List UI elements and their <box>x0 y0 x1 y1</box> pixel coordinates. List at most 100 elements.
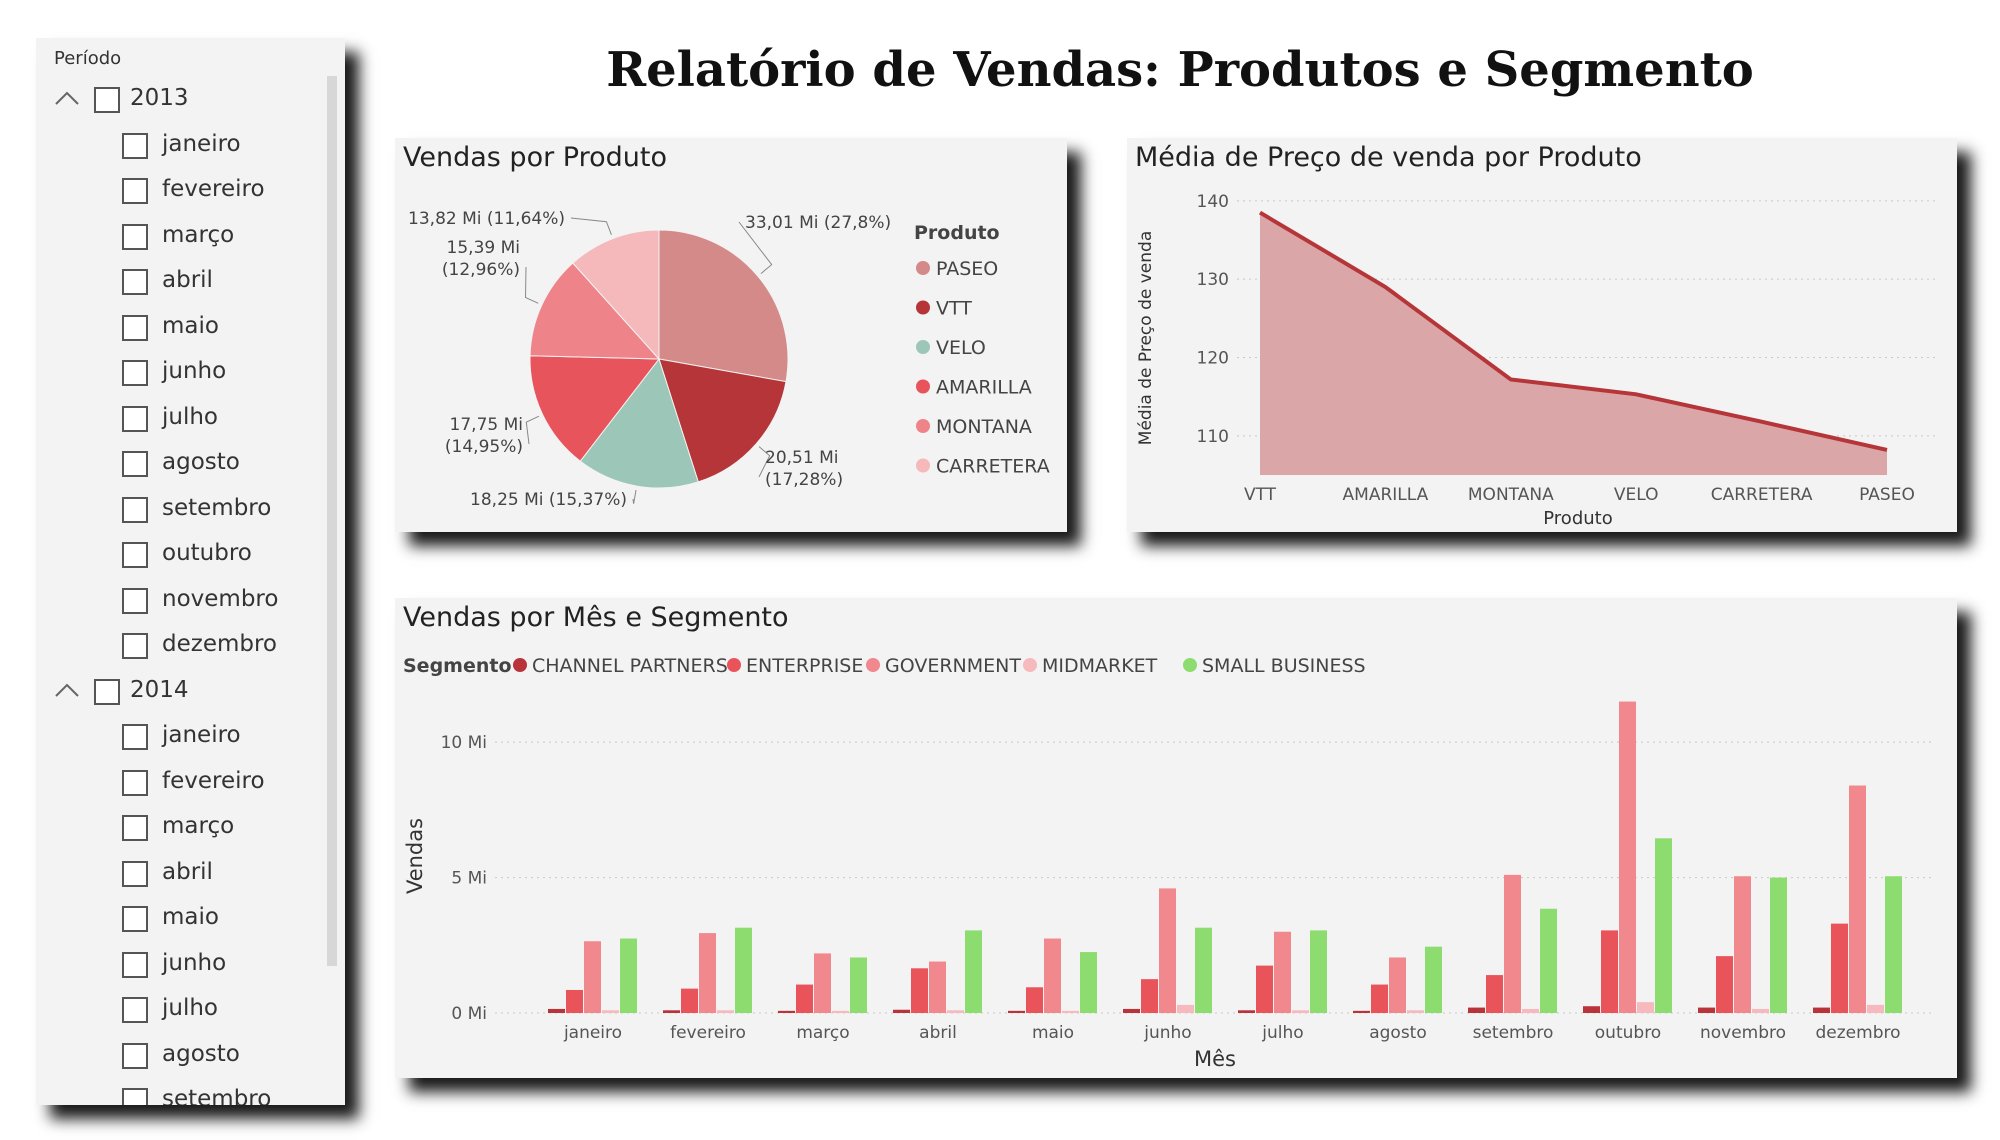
slicer-month-item[interactable]: agosto <box>36 442 336 488</box>
pie-slice-velo[interactable] <box>579 357 699 489</box>
slicer-checkbox[interactable] <box>122 542 148 568</box>
slicer-checkbox[interactable] <box>94 678 120 705</box>
bar-channel-partners-março[interactable] <box>778 1010 795 1013</box>
bar-small-business-março[interactable] <box>850 957 867 1013</box>
slicer-month-item[interactable]: novembro <box>36 579 336 625</box>
bar-channel-partners-outubro[interactable] <box>1583 1006 1600 1013</box>
bar-enterprise-junho[interactable] <box>1141 979 1158 1013</box>
bar-channel-partners-janeiro[interactable] <box>548 1008 565 1013</box>
slicer-year-2013[interactable]: 2013 <box>36 78 336 124</box>
slicer-checkbox[interactable] <box>122 269 148 295</box>
slicer-checkbox[interactable] <box>122 451 148 477</box>
bar-enterprise-março[interactable] <box>796 984 813 1013</box>
bar-small-business-junho[interactable] <box>1195 927 1212 1013</box>
slicer-month-item[interactable]: abril <box>36 260 336 306</box>
bar-midmarket-dezembro[interactable] <box>1867 1004 1884 1013</box>
bar-channel-partners-novembro[interactable] <box>1698 1007 1715 1013</box>
bar-midmarket-janeiro[interactable] <box>602 1010 619 1013</box>
slicer-month-item[interactable]: junho <box>36 943 336 989</box>
bar-channel-partners-setembro[interactable] <box>1468 1007 1485 1013</box>
slicer-checkbox[interactable] <box>122 496 148 523</box>
bar-enterprise-maio[interactable] <box>1026 987 1043 1013</box>
bar-small-business-novembro[interactable] <box>1770 877 1787 1013</box>
bar-government-agosto[interactable] <box>1389 957 1406 1013</box>
bar-enterprise-janeiro[interactable] <box>566 989 583 1013</box>
bar-small-business-outubro[interactable] <box>1655 838 1672 1013</box>
bar-government-outubro[interactable] <box>1619 701 1636 1013</box>
slicer-month-item[interactable]: setembro <box>36 488 336 534</box>
pie-slice-vtt[interactable] <box>658 358 787 483</box>
bar-channel-partners-junho[interactable] <box>1123 1008 1140 1013</box>
slicer-checkbox[interactable] <box>122 405 148 432</box>
bar-government-janeiro[interactable] <box>584 941 601 1013</box>
bar-government-fevereiro[interactable] <box>699 933 716 1013</box>
slicer-scrollbar[interactable] <box>327 76 337 966</box>
bar-channel-partners-fevereiro[interactable] <box>663 1010 680 1013</box>
slicer-month-item[interactable]: março <box>36 215 336 261</box>
slicer-checkbox[interactable] <box>122 815 148 841</box>
slicer-checkbox[interactable] <box>122 724 148 750</box>
slicer-month-item[interactable]: outubro <box>36 533 336 579</box>
bar-government-abril[interactable] <box>929 961 946 1013</box>
slicer-month-item[interactable]: junho <box>36 351 336 397</box>
bar-government-maio[interactable] <box>1044 938 1061 1013</box>
bar-midmarket-outubro[interactable] <box>1637 1002 1654 1013</box>
bar-small-business-dezembro[interactable] <box>1885 876 1902 1013</box>
slicer-month-item[interactable]: fevereiro <box>36 169 336 215</box>
bar-government-dezembro[interactable] <box>1849 785 1866 1014</box>
chevron-up-icon[interactable] <box>54 680 80 700</box>
slicer-checkbox[interactable] <box>122 587 148 614</box>
bar-government-novembro[interactable] <box>1734 876 1751 1013</box>
bar-enterprise-setembro[interactable] <box>1486 975 1503 1013</box>
pie-slice-paseo[interactable] <box>658 229 789 383</box>
slicer-month-item[interactable]: setembro <box>36 1079 336 1105</box>
bar-midmarket-novembro[interactable] <box>1752 1008 1769 1013</box>
slicer-month-item[interactable]: abril <box>36 852 336 898</box>
bar-small-business-maio[interactable] <box>1080 952 1097 1013</box>
slicer-checkbox[interactable] <box>122 314 148 341</box>
chevron-up-icon[interactable] <box>54 88 80 108</box>
slicer-checkbox[interactable] <box>122 178 148 204</box>
bar-enterprise-agosto[interactable] <box>1371 984 1388 1013</box>
slicer-checkbox[interactable] <box>122 1042 148 1069</box>
bar-midmarket-julho[interactable] <box>1292 1010 1309 1013</box>
bar-small-business-fevereiro[interactable] <box>735 927 752 1013</box>
bar-midmarket-agosto[interactable] <box>1407 1010 1424 1013</box>
slicer-month-item[interactable]: maio <box>36 897 336 943</box>
bar-midmarket-setembro[interactable] <box>1522 1008 1539 1013</box>
slicer-checkbox[interactable] <box>122 769 148 796</box>
slicer-checkbox[interactable] <box>122 997 148 1023</box>
slicer-month-item[interactable]: janeiro <box>36 124 336 170</box>
slicer-checkbox[interactable] <box>122 132 148 159</box>
pie-slice-amarilla[interactable] <box>529 355 660 462</box>
bar-midmarket-junho[interactable] <box>1177 1004 1194 1013</box>
slicer-month-item[interactable]: julho <box>36 988 336 1034</box>
slicer-checkbox[interactable] <box>122 633 148 659</box>
slicer-checkbox[interactable] <box>122 360 148 386</box>
bar-enterprise-julho[interactable] <box>1256 965 1273 1013</box>
bar-small-business-agosto[interactable] <box>1425 946 1442 1013</box>
bar-government-julho[interactable] <box>1274 931 1291 1013</box>
slicer-checkbox[interactable] <box>122 223 148 250</box>
slicer-checkbox[interactable] <box>122 1088 148 1105</box>
slicer-month-item[interactable]: janeiro <box>36 715 336 761</box>
slicer-checkbox[interactable] <box>122 860 148 887</box>
slicer-checkbox[interactable] <box>122 951 148 978</box>
bar-enterprise-outubro[interactable] <box>1601 930 1618 1013</box>
bar-small-business-julho[interactable] <box>1310 930 1327 1013</box>
bar-government-setembro[interactable] <box>1504 874 1521 1013</box>
slicer-checkbox[interactable] <box>122 906 148 932</box>
slicer-year-2014[interactable]: 2014 <box>36 670 336 716</box>
bar-small-business-setembro[interactable] <box>1540 908 1557 1013</box>
bar-small-business-abril[interactable] <box>965 930 982 1013</box>
slicer-month-item[interactable]: dezembro <box>36 624 336 670</box>
slicer-month-item[interactable]: agosto <box>36 1034 336 1080</box>
bar-channel-partners-abril[interactable] <box>893 1009 910 1013</box>
bar-small-business-janeiro[interactable] <box>620 938 637 1013</box>
bar-channel-partners-maio[interactable] <box>1008 1010 1025 1013</box>
bar-midmarket-março[interactable] <box>832 1010 849 1013</box>
bar-enterprise-fevereiro[interactable] <box>681 988 698 1013</box>
bar-enterprise-abril[interactable] <box>911 968 928 1013</box>
slicer-month-item[interactable]: maio <box>36 306 336 352</box>
slicer-month-item[interactable]: julho <box>36 397 336 443</box>
